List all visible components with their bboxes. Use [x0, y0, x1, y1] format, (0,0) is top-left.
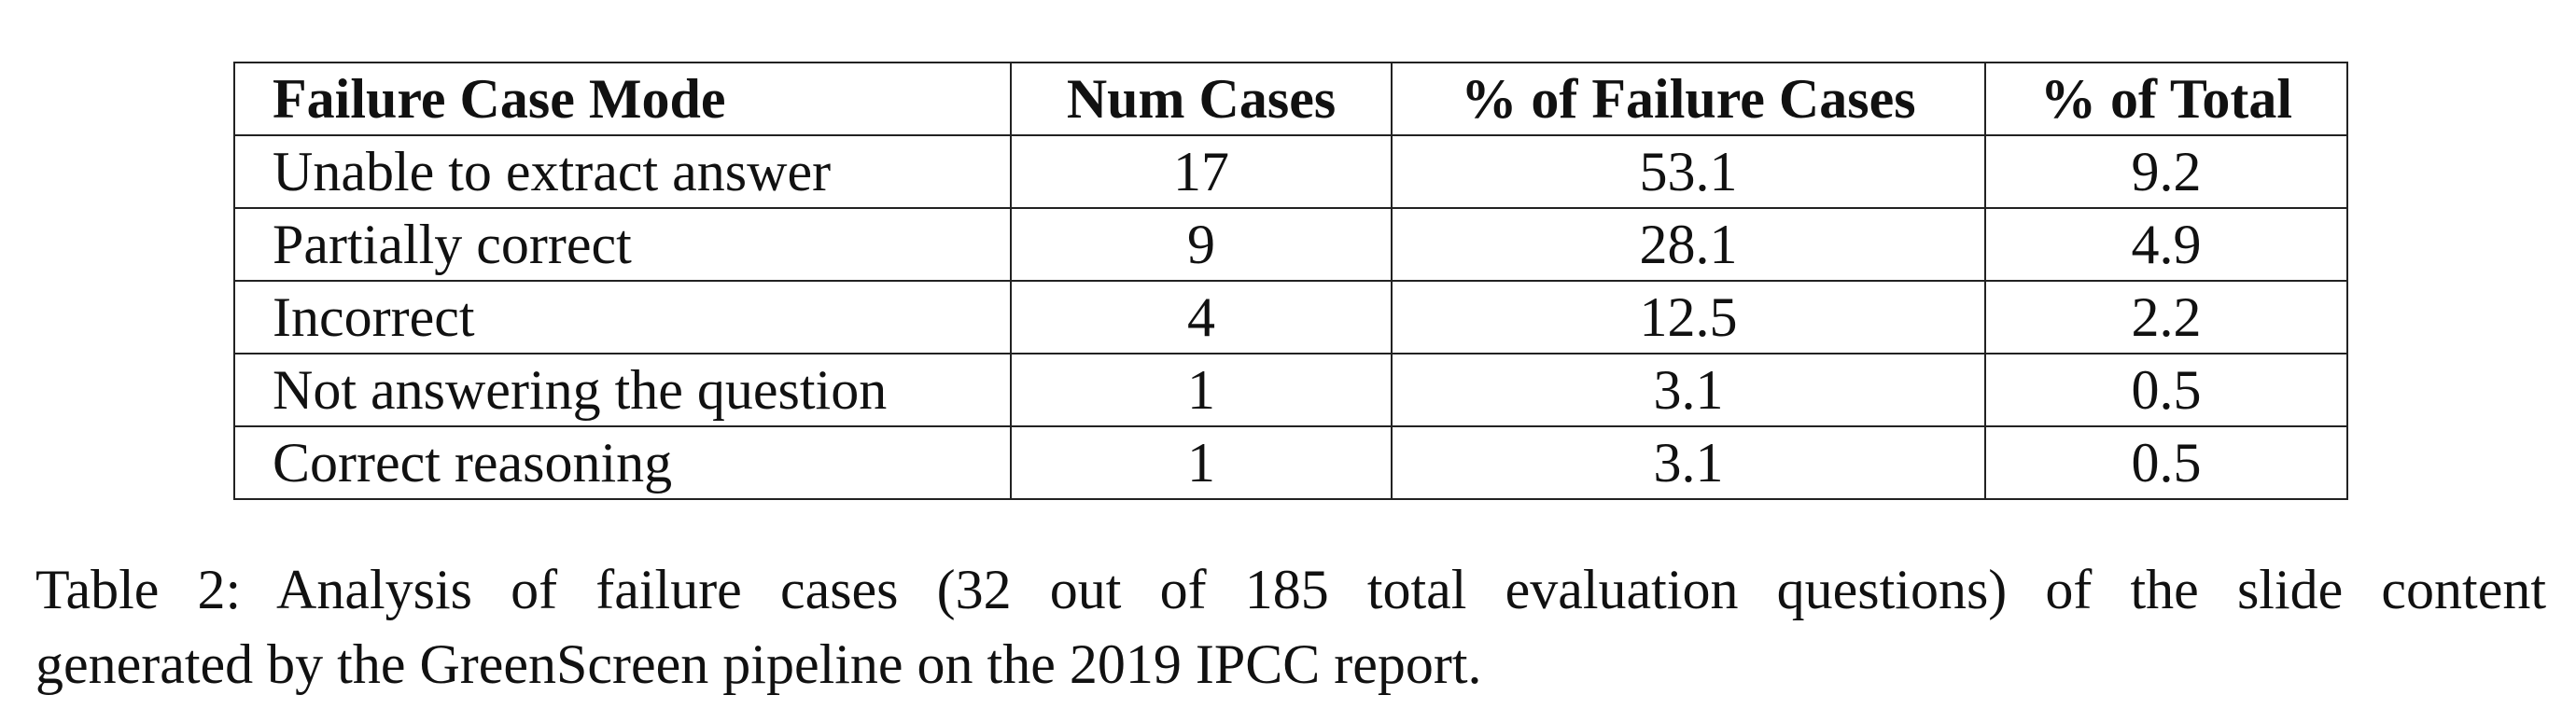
table-row: Not answering the question 1 3.1 0.5: [233, 353, 2348, 427]
cell-pct-failure: 12.5: [1391, 280, 1986, 354]
caption-line-1: Table 2: Analysis of failure cases (32 o…: [35, 559, 2546, 620]
cell-failure-mode: Not answering the question: [233, 353, 1012, 427]
table-row: Partially correct 9 28.1 4.9: [233, 207, 2348, 282]
header-pct-failure-cases: % of Failure Cases: [1391, 62, 1986, 136]
cell-pct-total: 9.2: [1984, 134, 2348, 209]
cell-failure-mode: Incorrect: [233, 280, 1012, 354]
table-row: Incorrect 4 12.5 2.2: [233, 280, 2348, 354]
cell-pct-failure: 28.1: [1391, 207, 1986, 282]
cell-num-cases: 1: [1010, 353, 1393, 427]
table-caption: Table 2: Analysis of failure cases (32 o…: [35, 552, 2546, 702]
table-row: Unable to extract answer 17 53.1 9.2: [233, 134, 2348, 209]
cell-pct-total: 0.5: [1984, 425, 2348, 500]
cell-failure-mode: Partially correct: [233, 207, 1012, 282]
table-header-row: Failure Case Mode Num Cases % of Failure…: [233, 62, 2348, 136]
cell-num-cases: 1: [1010, 425, 1393, 500]
cell-pct-failure: 3.1: [1391, 425, 1986, 500]
cell-pct-total: 2.2: [1984, 280, 2348, 354]
table-row: Correct reasoning 1 3.1 0.5: [233, 425, 2348, 500]
cell-pct-failure: 3.1: [1391, 353, 1986, 427]
header-pct-total: % of Total: [1984, 62, 2348, 136]
failure-analysis-table: Failure Case Mode Num Cases % of Failure…: [233, 62, 2348, 500]
cell-num-cases: 17: [1010, 134, 1393, 209]
header-failure-case-mode: Failure Case Mode: [233, 62, 1012, 136]
cell-pct-total: 4.9: [1984, 207, 2348, 282]
cell-pct-total: 0.5: [1984, 353, 2348, 427]
cell-pct-failure: 53.1: [1391, 134, 1986, 209]
header-num-cases: Num Cases: [1010, 62, 1393, 136]
cell-failure-mode: Unable to extract answer: [233, 134, 1012, 209]
cell-failure-mode: Correct reasoning: [233, 425, 1012, 500]
cell-num-cases: 4: [1010, 280, 1393, 354]
cell-num-cases: 9: [1010, 207, 1393, 282]
caption-line-2: generated by the GreenScreen pipeline on…: [35, 633, 1482, 695]
